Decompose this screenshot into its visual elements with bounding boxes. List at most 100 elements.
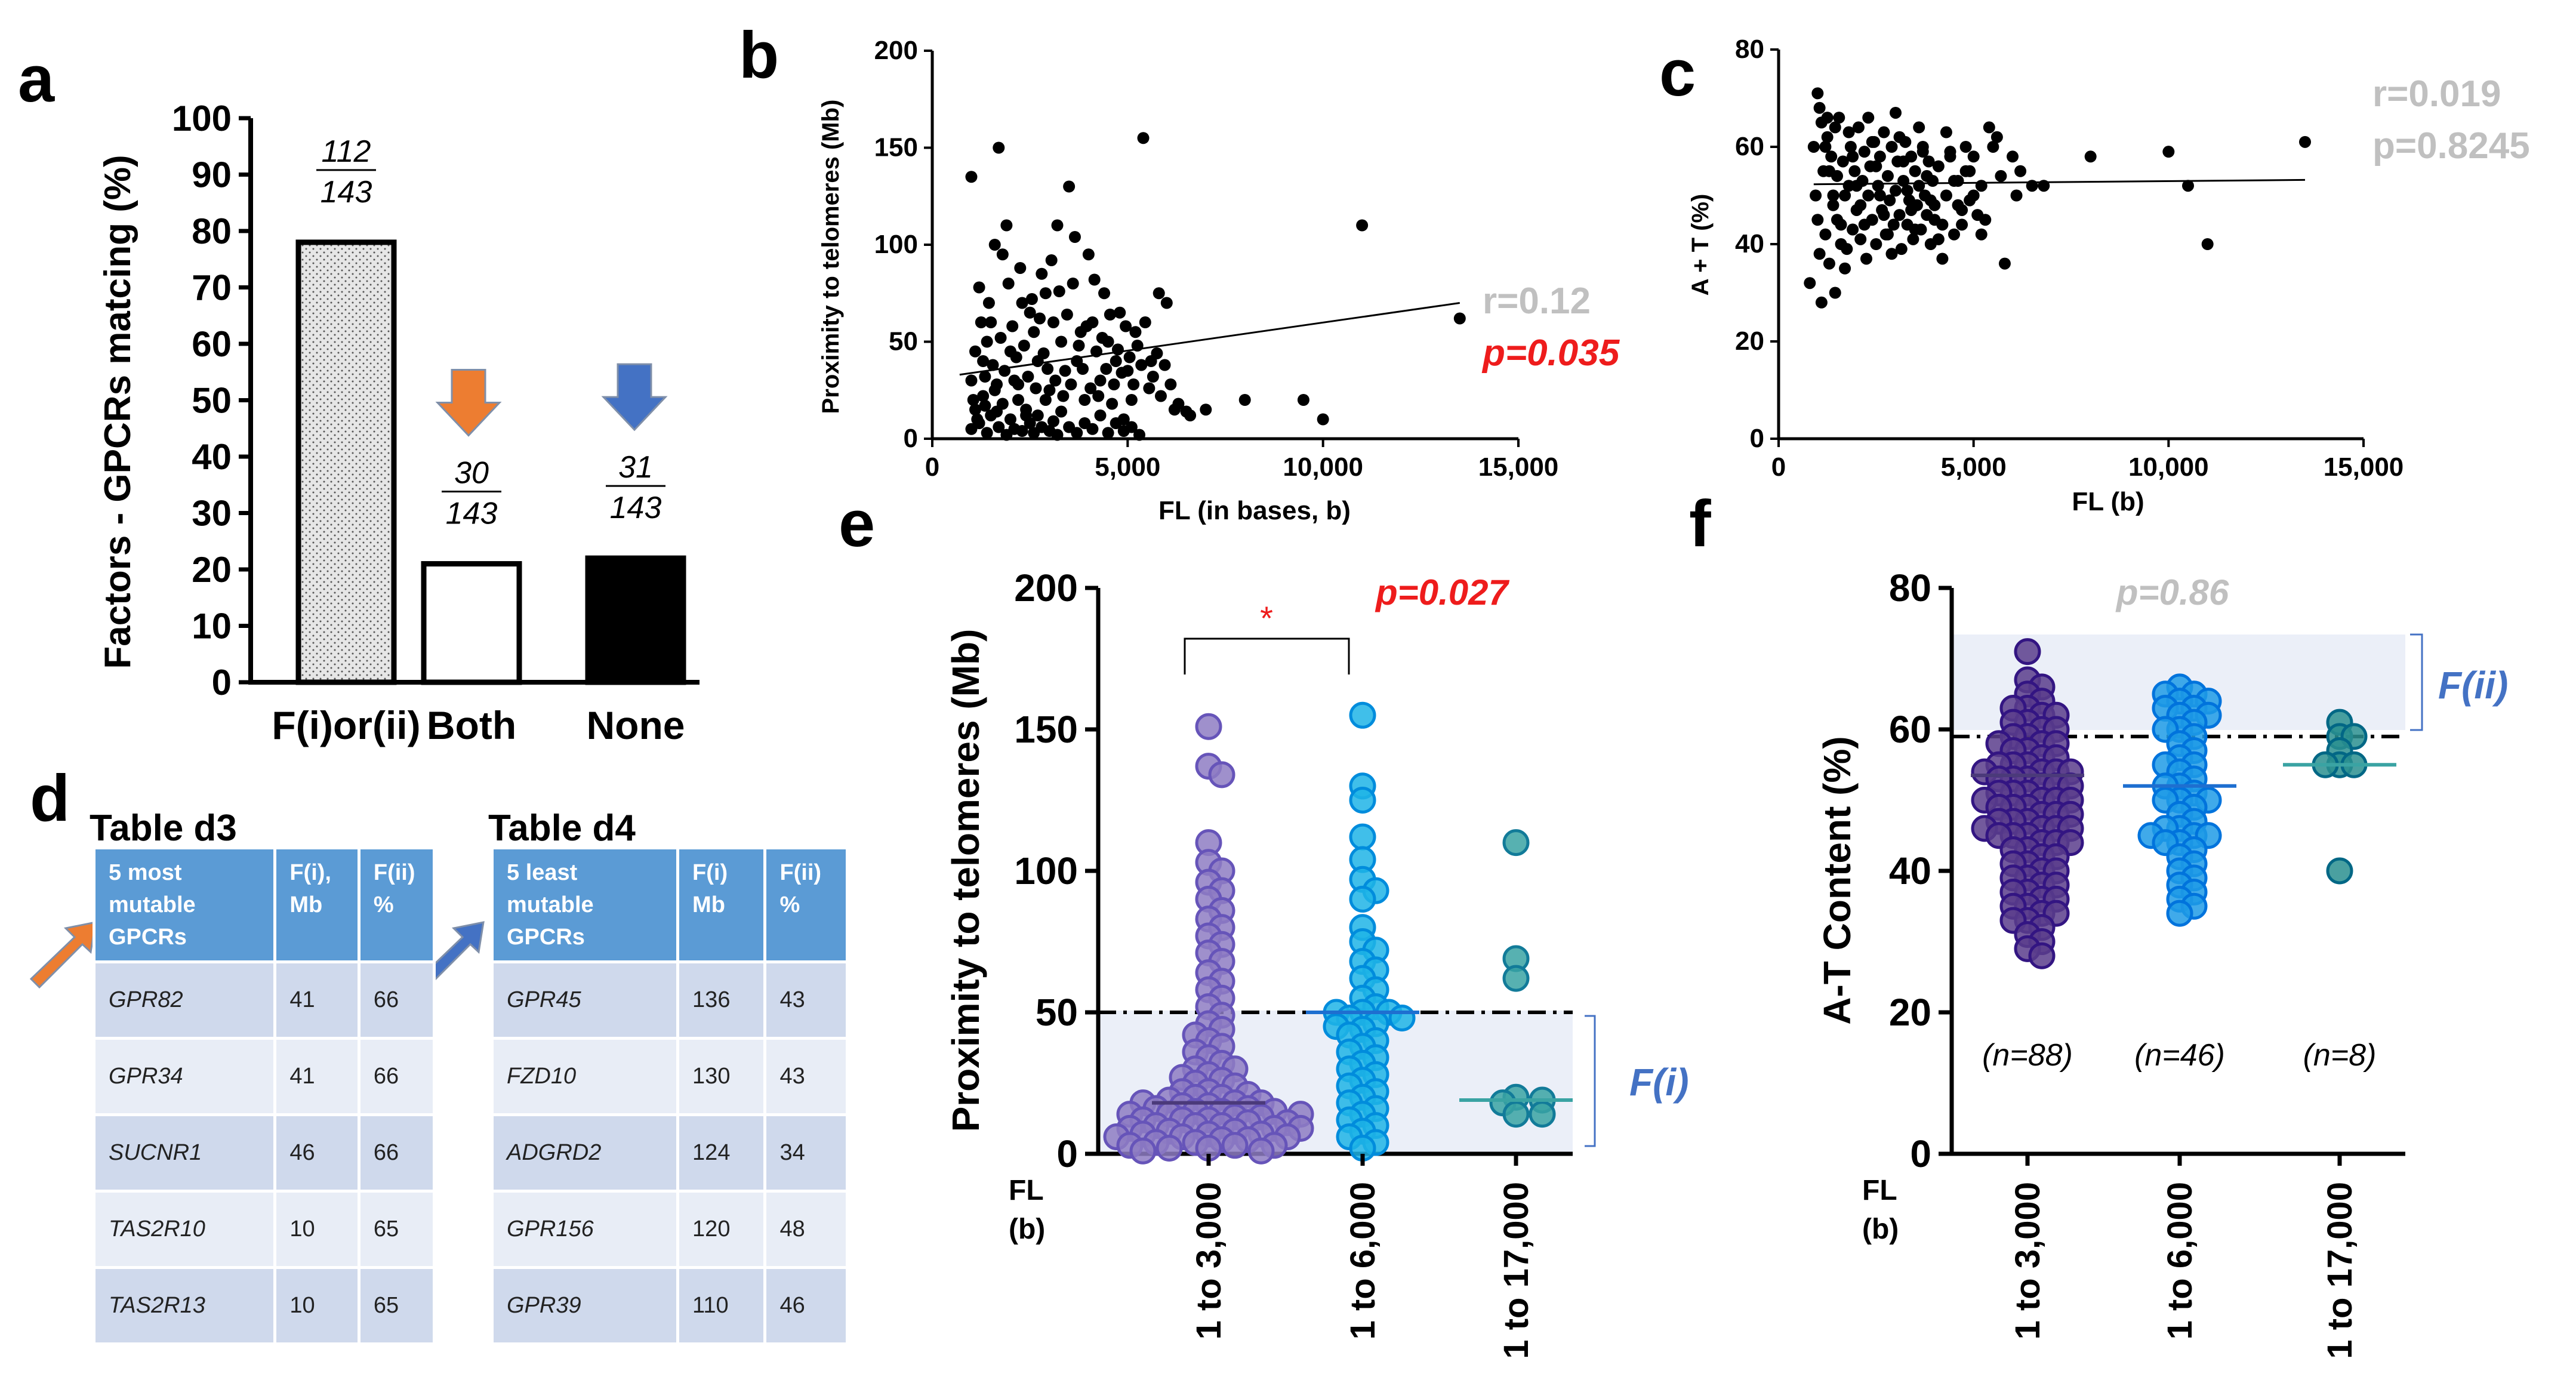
b-data-point [1067, 278, 1079, 289]
gene-name: GPR45 [494, 963, 677, 1037]
a-ytick-label: 10 [192, 606, 232, 646]
blue-arrow-icon [601, 363, 668, 432]
b-data-point [1014, 262, 1027, 274]
e-data-point [1502, 965, 1530, 992]
e-category-label: 1 to 6,000 [1344, 1182, 1382, 1339]
gene-name: GPR39 [494, 1269, 677, 1342]
b-data-point [1059, 365, 1071, 377]
fii-value: 34 [766, 1116, 846, 1190]
c-data-point [1899, 135, 1912, 148]
a-fraction-numerator: 31 [618, 450, 653, 485]
c-data-point [1983, 121, 1995, 134]
c-data-point [1911, 199, 1923, 211]
c-data-point [1959, 165, 1972, 177]
f-category-label: 1 to 3,000 [2008, 1182, 2047, 1339]
b-data-point [988, 239, 1001, 251]
b-data-point [1002, 278, 1015, 289]
b-r-value: r=0.12 [1483, 281, 1591, 322]
b-data-point [1073, 340, 1085, 352]
b-data-point [1071, 427, 1083, 439]
e-data-point [1221, 1132, 1249, 1159]
b-data-point [1034, 312, 1046, 325]
e-ytick-label: 200 [1014, 566, 1078, 609]
b-data-point [1043, 384, 1056, 396]
c-xtick-label: 0 [1771, 452, 1786, 482]
a-ytick-label: 30 [192, 494, 232, 534]
b-data-point [1084, 382, 1097, 395]
b-data-point [1100, 363, 1113, 375]
c-data-point [1956, 204, 1968, 216]
b-data-point [1160, 297, 1173, 309]
e-category-label: 1 to 17,000 [1497, 1182, 1536, 1359]
c-data-point [1944, 146, 1956, 158]
b-data-point [1057, 390, 1070, 402]
b-data-point [1079, 394, 1091, 406]
c-data-point [1870, 238, 1882, 250]
table-d4-title: Table d4 [488, 808, 636, 849]
c-data-point [1901, 184, 1913, 197]
c-data-point [1979, 214, 1992, 226]
c-data-point [1825, 150, 1838, 163]
b-data-point [1135, 359, 1148, 371]
a-ylabel: Factors - GPCRs matcing (%) [97, 155, 138, 669]
c-data-point [1839, 189, 1851, 202]
table-row: GPR82 41 66 [95, 963, 433, 1037]
c-data-point [1936, 252, 1949, 265]
b-data-point [1094, 374, 1107, 387]
fi-value: 41 [276, 963, 358, 1037]
b-data-point [1010, 351, 1022, 364]
b-data-point [1238, 394, 1251, 406]
c-data-point [1936, 218, 1949, 231]
b-data-point [1129, 326, 1142, 338]
e-data-point [1349, 787, 1376, 814]
f-category-label: 1 to 17,000 [2321, 1182, 2359, 1359]
c-data-point [1921, 209, 1933, 221]
panel-label-e: e [839, 487, 875, 560]
f-p-value: p=0.86 [2115, 572, 2229, 612]
c-data-point [1835, 218, 1847, 231]
b-data-point [1061, 309, 1073, 321]
b-data-point [993, 141, 1005, 154]
e-fl-label: FL [1009, 1175, 1044, 1206]
a-bar [421, 561, 522, 685]
b-data-point [982, 297, 995, 309]
b-data-point [971, 413, 984, 426]
table-d3-header-fii: F(ii) % [360, 849, 433, 960]
c-data-point [1891, 155, 1904, 168]
table-d3-title: Table d3 [90, 808, 237, 849]
c-data-point [1995, 170, 2007, 182]
c-data-point [1990, 131, 2003, 143]
gene-name: TAS2R10 [95, 1193, 274, 1266]
c-ytick-label: 40 [1735, 229, 1764, 258]
c-data-point [1811, 214, 1824, 226]
panel-c-scatter: A + T (%) FL (b) 0 5,000 10,000 15,000 0 20 40… [1687, 35, 2530, 516]
b-data-point [1158, 359, 1171, 371]
b-data-point [993, 421, 1005, 433]
fi-value: 130 [679, 1040, 764, 1113]
b-data-point [991, 378, 1003, 390]
b-ytick-label: 0 [904, 424, 918, 453]
b-data-point [1065, 378, 1077, 390]
b-data-point [1047, 316, 1059, 328]
c-data-point [1975, 180, 1988, 192]
b-data-point [979, 371, 991, 383]
b-data-point [1151, 347, 1163, 359]
c-data-point [1919, 189, 1931, 202]
b-data-point [1153, 287, 1165, 300]
e-data-point [1155, 1135, 1183, 1162]
a-fraction-denominator: 143 [446, 497, 498, 531]
panel-label-c: c [1659, 36, 1696, 110]
c-data-point [1924, 238, 1937, 250]
f-ytick-label: 40 [1889, 849, 1931, 892]
b-data-point [1172, 398, 1185, 410]
b-data-point [1063, 180, 1076, 193]
b-data-point [1125, 394, 1138, 406]
table-row: ADGRD2 124 34 [494, 1116, 846, 1190]
b-data-point [1037, 347, 1050, 359]
b-data-point [1125, 421, 1138, 433]
table-row: GPR39 110 46 [494, 1269, 846, 1342]
b-ytick-label: 100 [874, 230, 918, 259]
c-r-value: r=0.019 [2372, 73, 2501, 115]
c-ytick-label: 80 [1735, 35, 1764, 64]
b-data-point [1049, 374, 1062, 387]
